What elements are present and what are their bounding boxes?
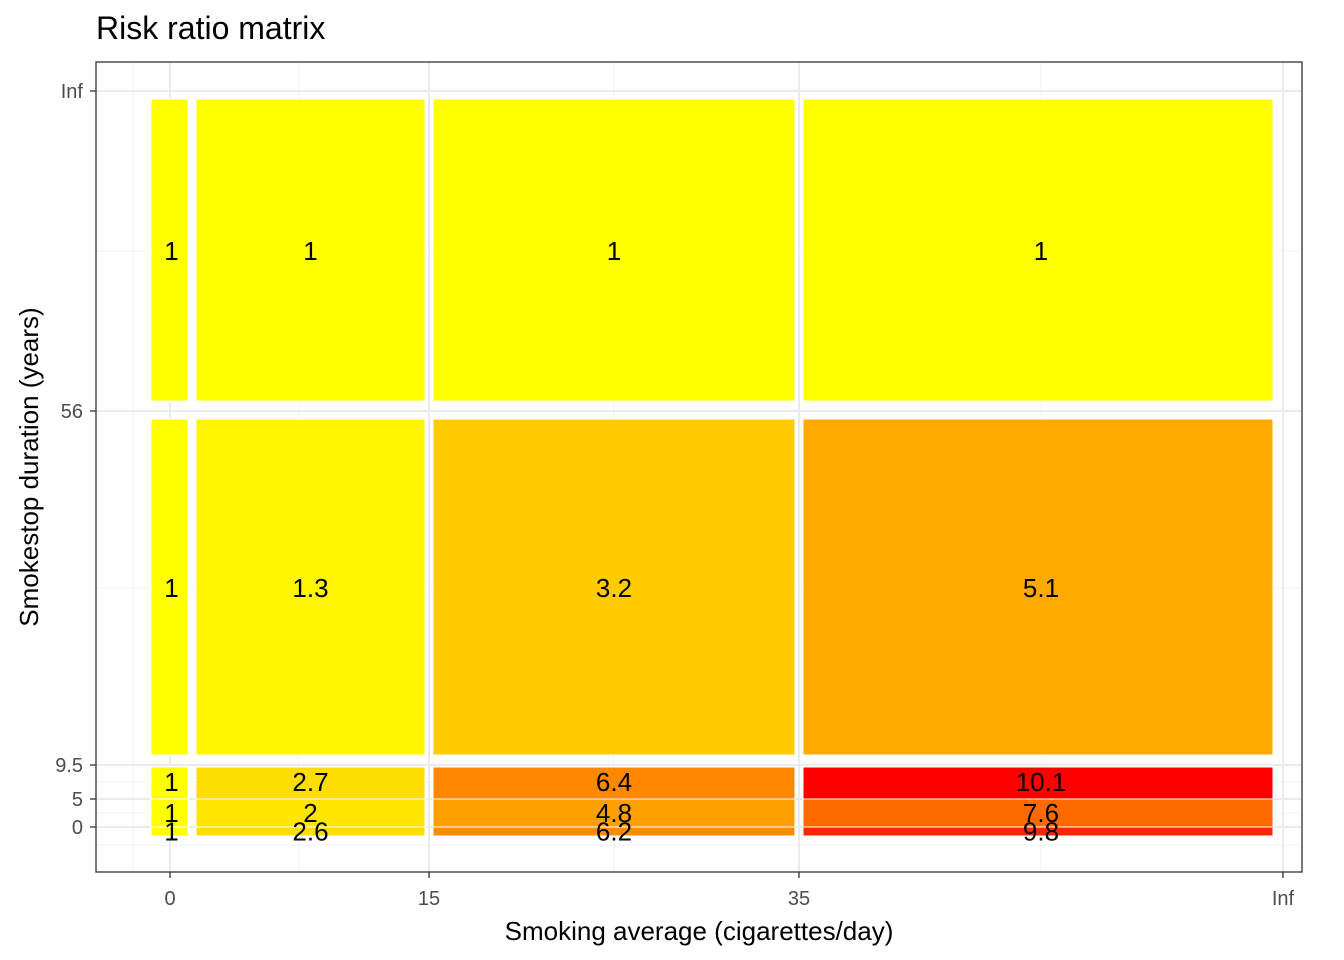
panel-border: [95, 61, 1303, 873]
cell-value-label-r1-c2: 4.8: [596, 798, 632, 828]
heatmap-cell-r1-c0: [150, 798, 189, 828]
cell-value-label-r2-c3: 10.1: [1016, 767, 1067, 797]
cell-value-label-r4-c2: 1: [607, 236, 621, 266]
cell-value-label-r0-c2: 6.2: [596, 817, 632, 847]
cell-value-label-r3-c3: 5.1: [1023, 573, 1059, 603]
cell-value-label-r2-c1: 2.7: [292, 767, 328, 797]
heatmap-cell-r4-c0: [150, 98, 189, 402]
cell-value-label-r1-c1: 2: [303, 798, 317, 828]
y-axis-title: Smokestop duration (years): [14, 307, 44, 626]
cell-value-label-r1-c3: 7.6: [1023, 798, 1059, 828]
y-tick-label: 56: [61, 401, 83, 423]
cell-value-label-r4-c1: 1: [303, 236, 317, 266]
heatmap-cell-r3-c0: [150, 418, 189, 756]
x-tick-label: Inf: [1272, 888, 1295, 910]
heatmap-cell-r3-c2: [432, 418, 796, 756]
x-tick-label: 0: [164, 888, 175, 910]
cell-value-label-r0-c0: 1: [164, 817, 178, 847]
cell-value-label-r4-c0: 1: [164, 236, 178, 266]
y-tick-label: 5: [72, 789, 83, 811]
x-tick-label: 15: [418, 888, 440, 910]
heatmap-cell-r4-c2: [432, 98, 796, 402]
heatmap-cell-r2-c2: [432, 766, 796, 800]
cell-value-label-r2-c2: 6.4: [596, 767, 632, 797]
heatmap-cell-r4-c3: [802, 98, 1274, 402]
cell-value-label-r0-c1: 2.6: [292, 817, 328, 847]
heatmap-cell-r1-c2: [432, 798, 796, 828]
x-axis-title: Smoking average (cigarettes/day): [505, 916, 894, 946]
cell-value-label-r3-c2: 3.2: [596, 573, 632, 603]
cell-value-label-r4-c3: 1: [1034, 236, 1048, 266]
y-tick-label: 0: [72, 817, 83, 839]
axis-layer: 0 15 35 Inf 0 5 9.5 56 Inf: [55, 81, 1294, 910]
cell-labels-layer: 1 2.6 6.2 9.8 1 2 4.8 7.6 1 2.7 6.4 10.1 1 1.3 3.2 5.1 1…: [164, 236, 1066, 847]
heatmap-cell-r4-c1: [195, 98, 426, 402]
heatmap-cell-r3-c3: [802, 418, 1274, 756]
y-tick-label: Inf: [61, 81, 84, 103]
heatmap-cell-r2-c1: [195, 766, 426, 800]
heatmap-cell-r1-c3: [802, 798, 1274, 828]
x-tick-label: 35: [788, 888, 810, 910]
cells-layer: [150, 98, 1274, 837]
cell-value-label-r1-c0: 1: [164, 798, 178, 828]
heatmap-cell-r2-c3: [802, 766, 1274, 800]
cell-value-label-r3-c0: 1: [164, 573, 178, 603]
heatmap-cell-r2-c0: [150, 766, 189, 800]
cell-value-label-r2-c0: 1: [164, 767, 178, 797]
y-tick-label: 9.5: [55, 755, 83, 777]
cell-value-label-r0-c3: 9.8: [1023, 817, 1059, 847]
chart-title: Risk ratio matrix: [96, 10, 326, 46]
heatmap-cell-r3-c1: [195, 418, 426, 756]
cell-value-label-r3-c1: 1.3: [292, 573, 328, 603]
